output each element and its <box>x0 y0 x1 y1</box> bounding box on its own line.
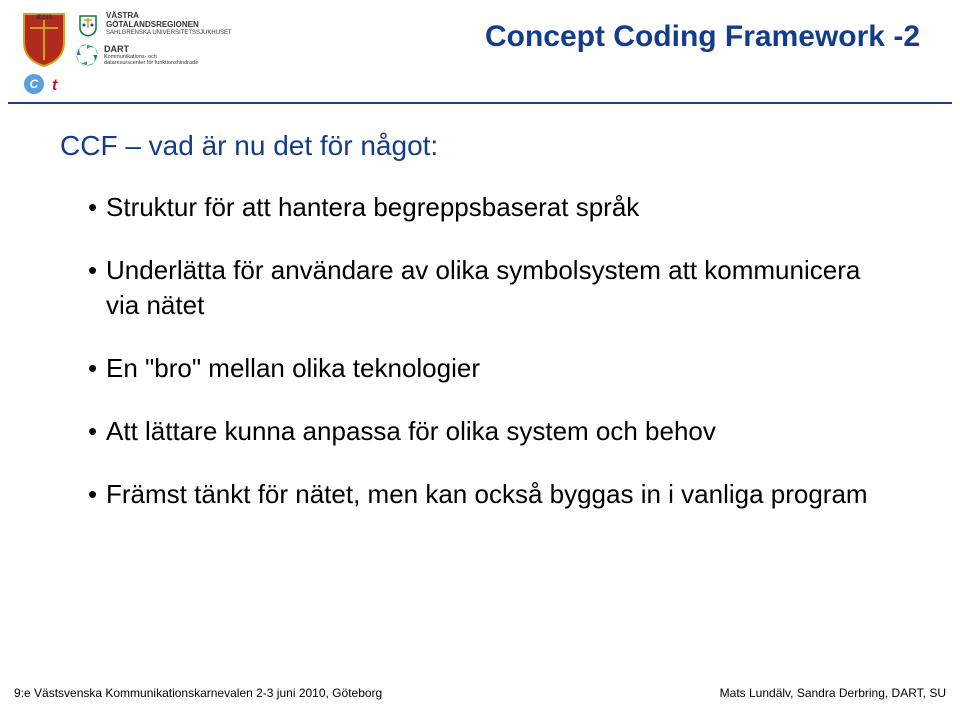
logo-block: ÆGIS C t VÄSTRA GÖTALANDSREGIONEN <box>20 10 232 96</box>
logo-column-right: VÄSTRA GÖTALANDSREGIONEN SAHLGRENSKA UNI… <box>74 10 232 96</box>
footer-right: Mats Lundälv, Sandra Derbring, DART, SU <box>720 686 946 700</box>
list-item: Struktur för att hantera begreppsbaserat… <box>88 190 900 225</box>
dart-text-block: DART Kommunikations- och dataresurscente… <box>104 44 198 66</box>
list-item: Underlätta för användare av olika symbol… <box>88 253 900 323</box>
subtitle: CCF – vad är nu det för något: <box>60 130 900 162</box>
aegis-shield-icon: ÆGIS <box>20 10 68 68</box>
vgr-line2: GÖTALANDSREGIONEN <box>106 21 232 30</box>
footer-left: 9:e Västsvenska Kommunikationskarnevalen… <box>14 686 382 700</box>
list-item: Främst tänkt för nätet, men kan också by… <box>88 477 900 512</box>
vgr-text-block: VÄSTRA GÖTALANDSREGIONEN SAHLGRENSKA UNI… <box>106 12 232 36</box>
svg-text:C: C <box>30 77 39 91</box>
header-rule <box>8 102 952 104</box>
footer: 9:e Västsvenska Kommunikationskarnevalen… <box>14 686 946 700</box>
svg-text:ÆGIS: ÆGIS <box>36 15 52 21</box>
header: ÆGIS C t VÄSTRA GÖTALANDSREGIONEN <box>0 0 960 100</box>
dart-logo: DART Kommunikations- och dataresurscente… <box>74 42 232 68</box>
logo-column-left: ÆGIS C t <box>20 10 68 96</box>
ct-logo-icon: C t <box>20 72 68 96</box>
bullet-list: Struktur för att hantera begreppsbaserat… <box>60 190 900 513</box>
page-title: Concept Coding Framework -2 <box>485 20 920 54</box>
list-item: Att lättare kunna anpassa för olika syst… <box>88 414 900 449</box>
dart-swirl-icon <box>74 42 100 68</box>
dart-sub2: dataresurscenter för funktionshindrade <box>104 60 198 66</box>
vgr-crest-icon <box>74 10 102 38</box>
vgr-sub: SAHLGRENSKA UNIVERSITETSSJUKHUSET <box>106 30 232 36</box>
svg-text:t: t <box>52 77 58 94</box>
list-item: En "bro" mellan olika teknologier <box>88 351 900 386</box>
dart-label: DART <box>104 44 198 54</box>
vgr-logo: VÄSTRA GÖTALANDSREGIONEN SAHLGRENSKA UNI… <box>74 10 232 38</box>
content-area: CCF – vad är nu det för något: Struktur … <box>60 130 900 541</box>
